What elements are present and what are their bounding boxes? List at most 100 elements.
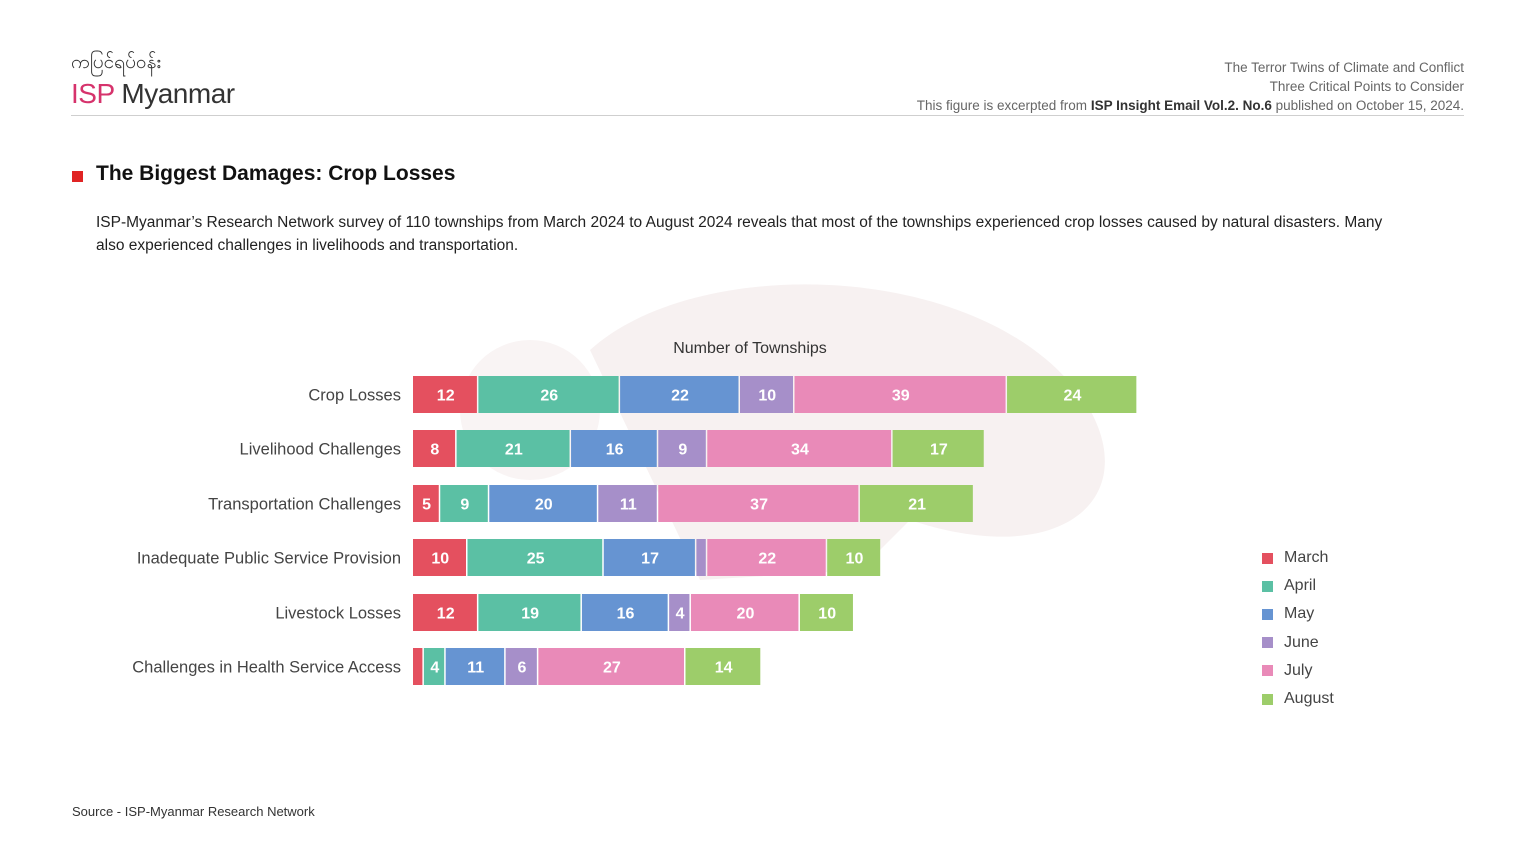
- bar-value-label: 34: [791, 442, 809, 459]
- bar-value-label: 9: [460, 497, 469, 514]
- category-label: Livelihood Challenges: [240, 441, 401, 459]
- bar-value-label: 14: [715, 660, 733, 677]
- bar-value-label: 24: [1064, 388, 1082, 405]
- logo-name: Myanmar: [121, 78, 235, 109]
- bar-segment-june: [669, 594, 690, 631]
- bar-value-label: 19: [521, 606, 539, 623]
- bar-value-label: 4: [430, 660, 439, 677]
- bar-value-label: 16: [617, 606, 635, 623]
- bar-value-label: 10: [818, 606, 836, 623]
- header-divider: [71, 115, 1464, 116]
- legend-swatch: [1262, 637, 1273, 649]
- legend-swatch: [1262, 552, 1273, 564]
- category-label: Challenges in Health Service Access: [132, 659, 401, 677]
- bar-segment-march: [413, 648, 423, 685]
- bar-value-label: 25: [527, 551, 545, 568]
- bar-segment-march: [413, 376, 477, 413]
- bar-segment-may: [603, 539, 695, 576]
- category-label: Inadequate Public Service Provision: [137, 550, 401, 568]
- bar-segment-june: [598, 485, 657, 522]
- bar-segment-august: [799, 594, 853, 631]
- legend-item-july: July: [1262, 657, 1334, 685]
- bar-value-label: 17: [641, 551, 659, 568]
- bar-value-label: 8: [430, 442, 439, 459]
- logo: ISP Myanmar: [71, 78, 235, 110]
- bar-segment-april: [423, 648, 445, 685]
- bar-value-label: 21: [908, 497, 926, 514]
- bar-segment-may: [445, 648, 505, 685]
- bar-value-label: 5: [422, 497, 431, 514]
- bar-value-label: 39: [892, 388, 910, 405]
- section-title: The Biggest Damages: Crop Losses: [96, 162, 456, 185]
- bar-segment-march: [413, 485, 439, 522]
- bar-segment-july: [690, 594, 799, 631]
- bar-value-label: 4: [676, 606, 685, 623]
- legend-label: April: [1284, 577, 1317, 595]
- legend-item-may: May: [1262, 600, 1334, 628]
- bar-segment-april: [440, 485, 488, 522]
- header-line-3-bold: ISP Insight Email Vol.2. No.6: [1090, 98, 1272, 113]
- bar-value-label: 16: [606, 442, 624, 459]
- legend-swatch: [1262, 580, 1273, 592]
- bar-segment-march: [413, 539, 466, 576]
- bar-segment-july: [794, 376, 1006, 413]
- bar-segment-april: [456, 430, 570, 467]
- bar-segment-july: [707, 539, 826, 576]
- bar-value-label: 20: [737, 606, 755, 623]
- axis-title: Number of Townships: [673, 340, 827, 357]
- bar-segment-july: [538, 648, 684, 685]
- bar-segment-july: [658, 485, 859, 522]
- header-line-3-suffix: published on October 15, 2024.: [1271, 98, 1464, 113]
- logo-isp: ISP: [71, 78, 115, 109]
- header-info: The Terror Twins of Climate and Conflict…: [917, 58, 1464, 115]
- bar-segment-june: [740, 376, 793, 413]
- category-label: Transportation Challenges: [208, 496, 401, 514]
- bar-segment-may: [581, 594, 668, 631]
- section-marker: [72, 171, 83, 182]
- header-line-3-prefix: This figure is excerpted from: [916, 98, 1091, 113]
- bar-value-label: 12: [437, 606, 455, 623]
- section-description: ISP-Myanmar’s Research Network survey of…: [96, 214, 1383, 254]
- chart-legend: March April May June July August: [1262, 544, 1334, 713]
- bar-segment-april: [478, 594, 581, 631]
- bar-value-label: 11: [620, 497, 637, 514]
- bar-segment-august: [827, 539, 881, 576]
- bar-value-label: 10: [846, 551, 864, 568]
- bar-value-label: 20: [535, 497, 553, 514]
- bar-segment-july: [707, 430, 892, 467]
- legend-item-june: June: [1262, 629, 1334, 657]
- bar-segment-may: [620, 376, 739, 413]
- category-label: Crop Losses: [308, 387, 401, 405]
- bar-value-label: 21: [505, 442, 523, 459]
- legend-label: May: [1284, 605, 1315, 623]
- legend-swatch: [1262, 608, 1273, 620]
- bar-segment-june: [696, 539, 706, 576]
- bar-segment-august: [859, 485, 973, 522]
- bar-value-label: 22: [671, 388, 689, 405]
- bar-segment-may: [571, 430, 657, 467]
- legend-label: June: [1284, 633, 1319, 651]
- legend-swatch: [1262, 693, 1273, 705]
- bar-value-label: 27: [603, 660, 621, 677]
- bar-segment-august: [892, 430, 984, 467]
- bar-segment-august: [685, 648, 761, 685]
- legend-label: March: [1284, 549, 1329, 567]
- bar-segment-march: [413, 594, 477, 631]
- bar-value-label: 12: [437, 388, 455, 405]
- legend-label: July: [1284, 661, 1313, 679]
- bar-value-label: 9: [678, 442, 687, 459]
- logo-myanmar-text: ကပြင်ရပ်ဝန်း: [71, 51, 162, 73]
- source-note: Source - ISP-Myanmar Research Network: [72, 804, 315, 819]
- bar-value-label: 6: [518, 660, 527, 677]
- header-line-1: The Terror Twins of Climate and Conflict: [1224, 60, 1464, 75]
- bar-value-label: 10: [431, 551, 449, 568]
- legend-item-april: April: [1262, 572, 1334, 600]
- bar-segment-april: [478, 376, 619, 413]
- bar-segment-march: [413, 430, 456, 467]
- bar-value-label: 17: [930, 442, 948, 459]
- category-label: Livestock Losses: [275, 605, 401, 623]
- bar-segment-june: [658, 430, 706, 467]
- bar-value-label: 22: [758, 551, 776, 568]
- header-line-2: Three Critical Points to Consider: [1269, 79, 1464, 94]
